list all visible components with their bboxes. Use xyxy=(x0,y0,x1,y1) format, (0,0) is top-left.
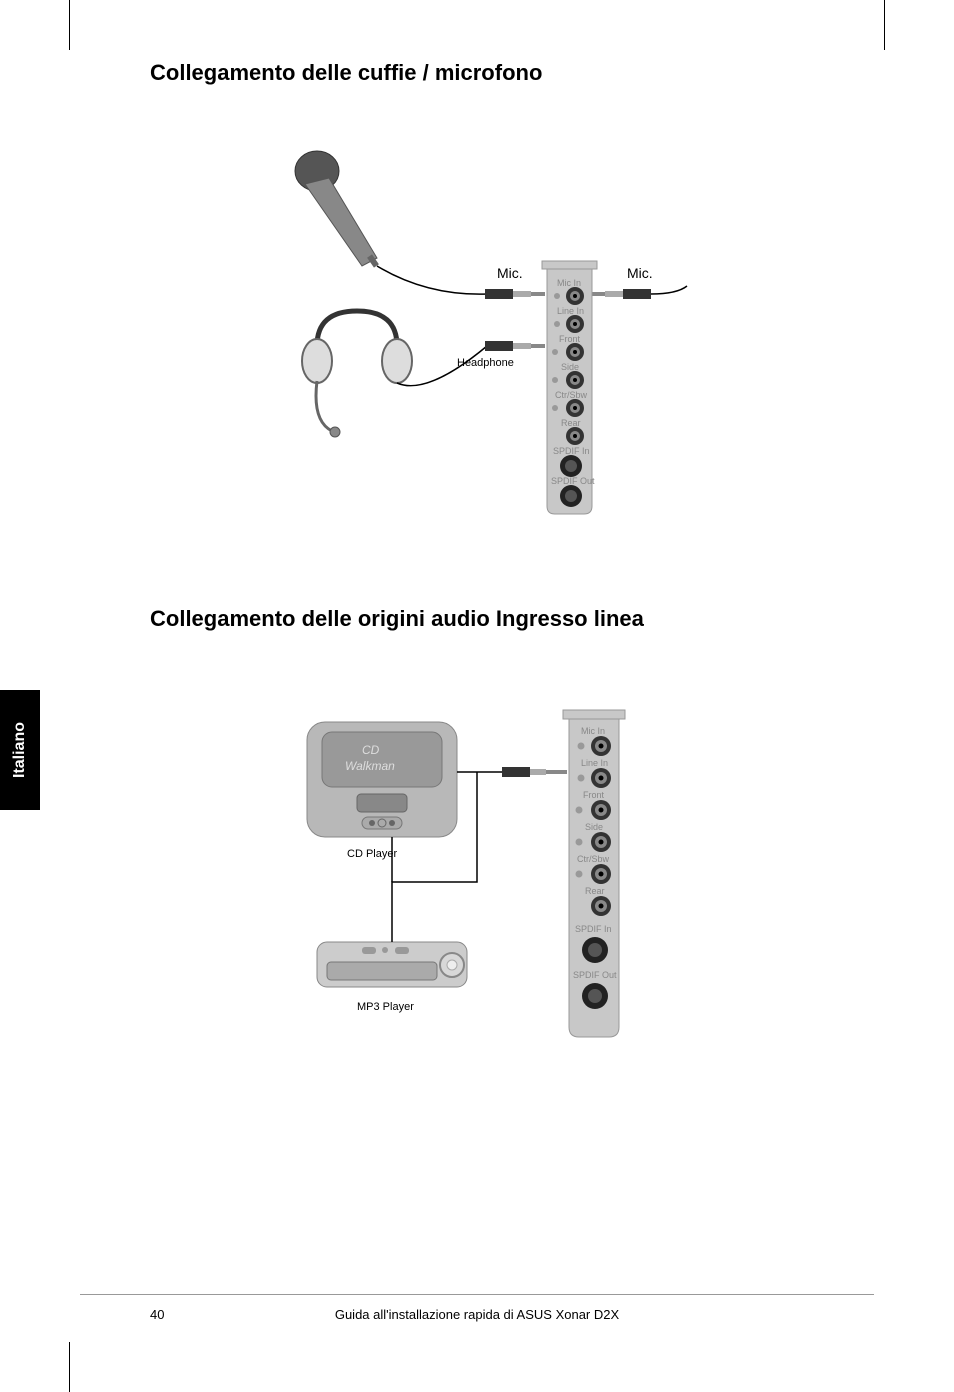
page-footer: 40 Guida all'installazione rapida di ASU… xyxy=(80,1294,874,1322)
svg-text:SPDIF In: SPDIF In xyxy=(553,446,590,456)
svg-text:Rear: Rear xyxy=(585,886,605,896)
svg-text:Ctr/Sbw: Ctr/Sbw xyxy=(555,390,588,400)
cd-player-device: CD Walkman xyxy=(307,722,457,837)
diagram-headphone-mic: Mic. Mic. Headphone xyxy=(227,136,727,516)
io-bracket-1: Mic In Line In Front Side Ctr/Sbw xyxy=(542,261,597,514)
svg-text:Ctr/Sbw: Ctr/Sbw xyxy=(577,854,610,864)
svg-text:CD: CD xyxy=(362,743,380,757)
svg-text:SPDIF In: SPDIF In xyxy=(575,924,612,934)
svg-text:SPDIF Out: SPDIF Out xyxy=(551,476,595,486)
mic-plug-right xyxy=(589,286,687,299)
headphone-label: Headphone xyxy=(457,357,514,369)
mp3-player-device xyxy=(317,942,467,987)
diagram-line-in: CD Walkman CD Player MP3 Player xyxy=(247,682,707,1052)
svg-text:Mic In: Mic In xyxy=(557,278,581,288)
line-in-plug xyxy=(502,767,567,777)
heading-headphone-mic: Collegamento delle cuffie / microfono xyxy=(150,60,874,86)
heading-line-in: Collegamento delle origini audio Ingress… xyxy=(150,606,874,632)
svg-text:Line In: Line In xyxy=(557,306,584,316)
mic-label-right: Mic. xyxy=(627,265,653,281)
headset-device xyxy=(302,311,487,437)
mic-plug xyxy=(485,289,545,299)
svg-text:Front: Front xyxy=(559,334,581,344)
svg-text:Walkman: Walkman xyxy=(345,759,395,773)
mic-label-left: Mic. xyxy=(497,265,523,281)
footer-title: Guida all'installazione rapida di ASUS X… xyxy=(210,1307,744,1322)
svg-text:Front: Front xyxy=(583,790,605,800)
svg-text:Line In: Line In xyxy=(581,758,608,768)
io-bracket-2: Mic In Line In Front Side Ctr/Sbw xyxy=(563,710,625,1037)
mic-device xyxy=(295,151,487,294)
svg-text:Side: Side xyxy=(585,822,603,832)
svg-text:Side: Side xyxy=(561,362,579,372)
mp3-player-label: MP3 Player xyxy=(357,1001,414,1013)
cd-player-label: CD Player xyxy=(347,848,397,860)
page-number: 40 xyxy=(150,1307,210,1322)
headphone-plug xyxy=(485,341,545,351)
svg-text:SPDIF Out: SPDIF Out xyxy=(573,970,617,980)
svg-text:Mic In: Mic In xyxy=(581,726,605,736)
svg-text:Rear: Rear xyxy=(561,418,581,428)
language-tab: Italiano xyxy=(0,690,40,810)
